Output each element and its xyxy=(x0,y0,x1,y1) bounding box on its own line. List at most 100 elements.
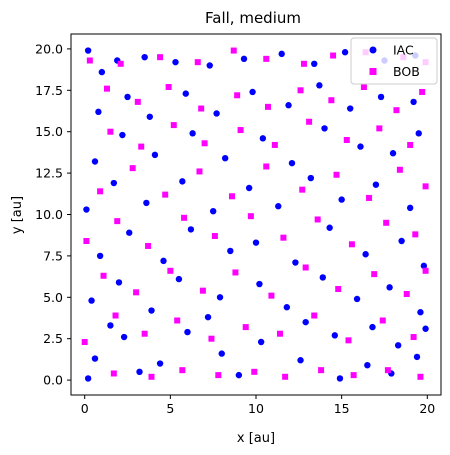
data-point-iac xyxy=(141,53,148,61)
data-point-iac xyxy=(394,342,402,349)
data-point-bob xyxy=(134,98,141,105)
data-point-bob xyxy=(343,136,350,143)
y-tick-label: 15.0 xyxy=(35,124,63,139)
data-point-bob xyxy=(215,372,222,379)
data-point-iac xyxy=(257,338,265,346)
data-point-bob xyxy=(103,85,110,92)
data-point-bob xyxy=(86,57,93,64)
data-point-bob xyxy=(263,163,270,170)
data-point-bob xyxy=(328,97,335,104)
data-point-iac xyxy=(297,357,304,364)
data-point-iac xyxy=(213,110,220,117)
data-point-iac xyxy=(189,130,196,137)
data-point-bob xyxy=(271,141,278,148)
data-point-bob xyxy=(396,166,403,173)
data-point-iac xyxy=(406,204,414,212)
data-point-bob xyxy=(379,317,386,324)
data-point-iac xyxy=(249,88,256,96)
data-point-bob xyxy=(268,292,275,299)
data-point-bob xyxy=(360,83,367,90)
y-tick-label: 2.5 xyxy=(43,331,63,346)
data-point-bob xyxy=(345,337,352,344)
data-point-iac xyxy=(259,135,267,142)
data-point-iac xyxy=(372,181,380,188)
data-point-bob xyxy=(138,143,145,150)
data-point-bob xyxy=(196,168,203,175)
data-point-iac xyxy=(179,178,186,185)
data-point-iac xyxy=(83,206,90,213)
y-tick-label: 20.0 xyxy=(35,41,63,56)
data-point-bob xyxy=(181,214,188,221)
data-point-iac xyxy=(204,313,212,321)
data-point-bob xyxy=(302,264,309,271)
data-point-iac xyxy=(292,259,299,266)
data-point-bob xyxy=(234,92,241,99)
data-point-bob xyxy=(174,317,181,324)
data-point-bob xyxy=(117,60,124,67)
data-point-iac xyxy=(156,360,164,367)
data-point-bob xyxy=(242,324,249,331)
data-point-bob xyxy=(350,372,357,379)
data-point-bob xyxy=(97,188,104,195)
data-point-iac xyxy=(143,199,150,207)
data-point-iac xyxy=(107,322,114,329)
data-point-iac xyxy=(184,328,191,336)
y-tick-label: 17.5 xyxy=(35,83,63,98)
x-axis-label: x [au] xyxy=(237,431,275,446)
data-point-bob xyxy=(306,118,313,125)
data-point-iac xyxy=(285,102,292,109)
data-point-iac xyxy=(410,98,417,106)
y-axis: 0.0 2.5 5.0 7.5 10.0 12.5 15.0 17.5 20.0 xyxy=(35,41,71,388)
data-point-bob xyxy=(237,127,244,134)
data-point-bob xyxy=(157,54,164,61)
data-point-iac xyxy=(235,371,243,379)
data-point-iac xyxy=(160,257,167,265)
data-point-bob xyxy=(422,183,429,190)
data-point-iac xyxy=(415,130,422,137)
x-tick-label: 20 xyxy=(419,401,435,416)
series-iac xyxy=(83,47,429,382)
data-point-iac xyxy=(336,375,344,382)
data-point-bob xyxy=(110,370,117,377)
data-point-bob xyxy=(167,267,174,274)
data-point-iac xyxy=(302,318,309,326)
data-point-iac xyxy=(316,82,323,89)
data-point-iac xyxy=(182,90,189,97)
data-point-bob xyxy=(348,241,355,248)
data-point-iac xyxy=(420,262,428,270)
data-point-iac xyxy=(413,353,421,361)
data-point-bob xyxy=(201,140,208,147)
data-point-bob xyxy=(330,52,337,59)
data-point-bob xyxy=(247,213,254,220)
data-point-iac xyxy=(146,113,153,120)
data-point-bob xyxy=(410,334,417,341)
data-point-bob xyxy=(129,165,136,172)
data-point-iac xyxy=(321,125,328,132)
data-point-bob xyxy=(419,88,426,95)
data-point-iac xyxy=(377,93,385,101)
plot-frame xyxy=(70,33,442,396)
data-point-iac xyxy=(353,295,361,303)
x-tick-label: 10 xyxy=(248,401,264,416)
data-point-iac xyxy=(115,279,123,286)
data-point-bob xyxy=(211,233,218,240)
data-point-bob xyxy=(393,107,400,114)
data-point-bob xyxy=(83,237,90,244)
data-point-iac xyxy=(347,105,354,112)
data-point-iac xyxy=(98,68,106,76)
data-point-bob xyxy=(179,367,186,374)
data-point-bob xyxy=(412,231,419,238)
data-point-iac xyxy=(252,239,260,246)
legend: IAC BOB xyxy=(350,37,438,85)
data-point-iac xyxy=(148,307,155,314)
data-point-iac xyxy=(221,154,229,162)
y-tick-label: 7.5 xyxy=(43,248,63,263)
data-point-bob xyxy=(229,193,236,200)
data-point-iac xyxy=(364,361,371,369)
data-point-bob xyxy=(148,373,155,380)
y-tick-label: 5.0 xyxy=(43,290,63,305)
data-point-iac xyxy=(136,368,143,376)
data-point-iac xyxy=(124,93,131,101)
x-tick-label: 5 xyxy=(166,401,174,416)
